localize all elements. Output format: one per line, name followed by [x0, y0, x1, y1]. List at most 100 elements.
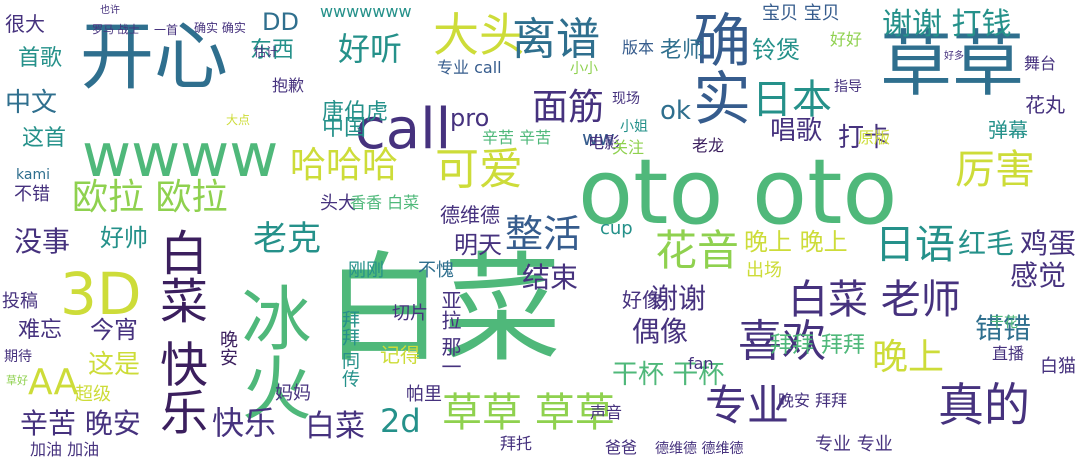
word-kami: kami	[16, 167, 50, 183]
word-mianjin: 面筋	[532, 87, 605, 128]
word-haoshuai: 好帅	[100, 224, 148, 252]
word-zhuanye2: 专业 专业	[815, 434, 893, 455]
word-gujie: 估计	[254, 45, 279, 59]
word-wwww: wwww	[82, 121, 279, 191]
word-changge: 唱歌	[770, 116, 823, 146]
word-ok: ok	[660, 96, 691, 126]
word-buhuai: 不愧	[418, 260, 454, 281]
word-caocao-caocao: 草草 草草	[442, 390, 615, 436]
word-wanshang: 晚上	[872, 337, 945, 378]
word-tougao: 投稿	[2, 291, 38, 312]
word-baituo: 拜托	[500, 434, 533, 453]
word-fan: fan	[688, 354, 714, 373]
word-danmu: 弹幕	[988, 118, 1028, 142]
word-mingtian: 明天	[454, 231, 502, 259]
word-zheshi: 这是	[88, 350, 141, 380]
word-lihai: 厉害	[955, 147, 1035, 193]
word-aa: AA	[28, 362, 79, 403]
word-xihuan: 喜欢	[738, 316, 826, 367]
word-jide: 记得	[380, 343, 420, 367]
word-qidai: 期待	[4, 349, 32, 365]
word-laoke: 老克	[253, 219, 321, 259]
word-baicai-kuaile: 白菜 快乐	[151, 228, 207, 436]
word-zhende: 真的	[938, 378, 1030, 432]
word-3d: 3D	[60, 260, 142, 328]
word-yexu: 也许	[100, 5, 120, 16]
word-jidan: 鸡蛋	[1020, 227, 1077, 260]
word-pali: 帕里	[406, 384, 442, 405]
word-xinku-wanan: 辛苦 晚安	[20, 407, 141, 440]
word-guanzhu: 关注	[612, 138, 645, 157]
word-cup: cup	[600, 218, 633, 239]
word-baimao: 白猫	[1040, 356, 1076, 377]
word-yishou: 一首	[154, 23, 179, 37]
word-riben: 日本	[752, 77, 832, 123]
word-baobei: 宝贝 宝贝	[762, 3, 840, 24]
word-xinku2: 辛苦 辛苦	[482, 128, 552, 147]
word-jiayou: 加油 加油	[30, 440, 100, 459]
word-xiaojie: 小姐	[620, 119, 648, 135]
word-oula: 欧拉 欧拉	[72, 177, 228, 218]
word-xiangxiang: 香香 白菜	[350, 193, 420, 212]
word-baicai-2d: 白菜	[305, 409, 365, 444]
word-ganhua: 干花	[990, 315, 1018, 331]
word-yuanban: 原版	[858, 128, 891, 147]
word-haoxiang: 好像	[622, 288, 662, 312]
word-jinxiao: 今宵	[90, 316, 138, 344]
word-baicai-laoshi: 白菜 老师	[788, 277, 961, 323]
word-toutao: 头大	[320, 193, 356, 214]
word-baba: 爸爸	[605, 438, 638, 457]
word-kaixin: 开心	[80, 14, 228, 100]
word-zhenghuo: 整活	[505, 212, 582, 256]
word-kuaile2: 快乐	[212, 404, 277, 442]
word-wanshang2: 晚上 晚上	[744, 228, 848, 256]
word-ganbei: 干杯 干杯	[612, 360, 725, 390]
word-zhongguo: 中国	[322, 116, 367, 141]
word-bingqi: 冰火	[230, 282, 312, 422]
word-zhuanye-call: 专业 call	[437, 58, 502, 77]
word-henda: 很大	[5, 12, 45, 36]
word-zhidao: 指导	[834, 79, 862, 95]
word-tangbohu: 唐伯虎	[322, 100, 389, 125]
word-dianying: 电影	[588, 133, 621, 152]
word-linguan: 铃煲	[752, 36, 800, 64]
word-banben: 版本	[622, 38, 655, 57]
word-baoqian: 抱歉	[272, 76, 305, 95]
word-ouxiang: 偶像	[632, 315, 689, 348]
word-haohao: 好好	[830, 30, 863, 49]
word-wanan-baibai: 晚安 拜拜	[778, 391, 848, 410]
word-baibai: 拜拜 拜拜	[770, 333, 865, 358]
word-laoshi: 老师	[660, 38, 705, 63]
word-wanan: 晚安	[217, 330, 238, 366]
word-pro: pro	[450, 104, 490, 132]
word-baibai-tongchuan: 拜拜 同传	[339, 310, 360, 388]
word-chaoji: 超级	[75, 384, 111, 405]
word-call: call	[355, 97, 452, 162]
word-xiexie-daqian: 谢谢 打钱	[882, 7, 1012, 42]
word-dadian: 大点	[226, 113, 251, 127]
word-mama: 妈妈	[275, 383, 311, 404]
word-dange: 打卡	[838, 123, 891, 153]
word-caohao: 草好	[6, 374, 28, 387]
word-zhezhen: 这首	[22, 126, 67, 151]
word-riyu: 日语	[875, 222, 955, 268]
word-lipu: 离谱	[512, 14, 600, 65]
word-nanwang: 难忘	[18, 318, 63, 343]
word-keai: 可爱	[435, 144, 523, 195]
word-ganjue: 感觉	[1010, 259, 1067, 292]
word-wwwwwww: wwwwwww	[320, 2, 412, 21]
word-jiebao: 结束	[522, 261, 579, 294]
word-haoting: 好听	[338, 30, 403, 68]
word-xianchang: 现场	[612, 91, 640, 107]
word-hongmao: 红毛	[958, 227, 1015, 260]
word-haoduo: 好多	[944, 51, 964, 62]
word-dd: DD	[262, 8, 299, 36]
word-caocao: 草草	[880, 22, 1025, 106]
word-deweide2: 德维德 德维德	[655, 441, 744, 457]
word-meishi: 没事	[14, 225, 71, 258]
word-cuocuo: 错错	[975, 312, 1032, 345]
word-shengyin: 声音	[590, 403, 623, 422]
word-queshi2: 确实 确实	[194, 21, 246, 35]
word-xiexie: 谢谢	[650, 282, 707, 315]
